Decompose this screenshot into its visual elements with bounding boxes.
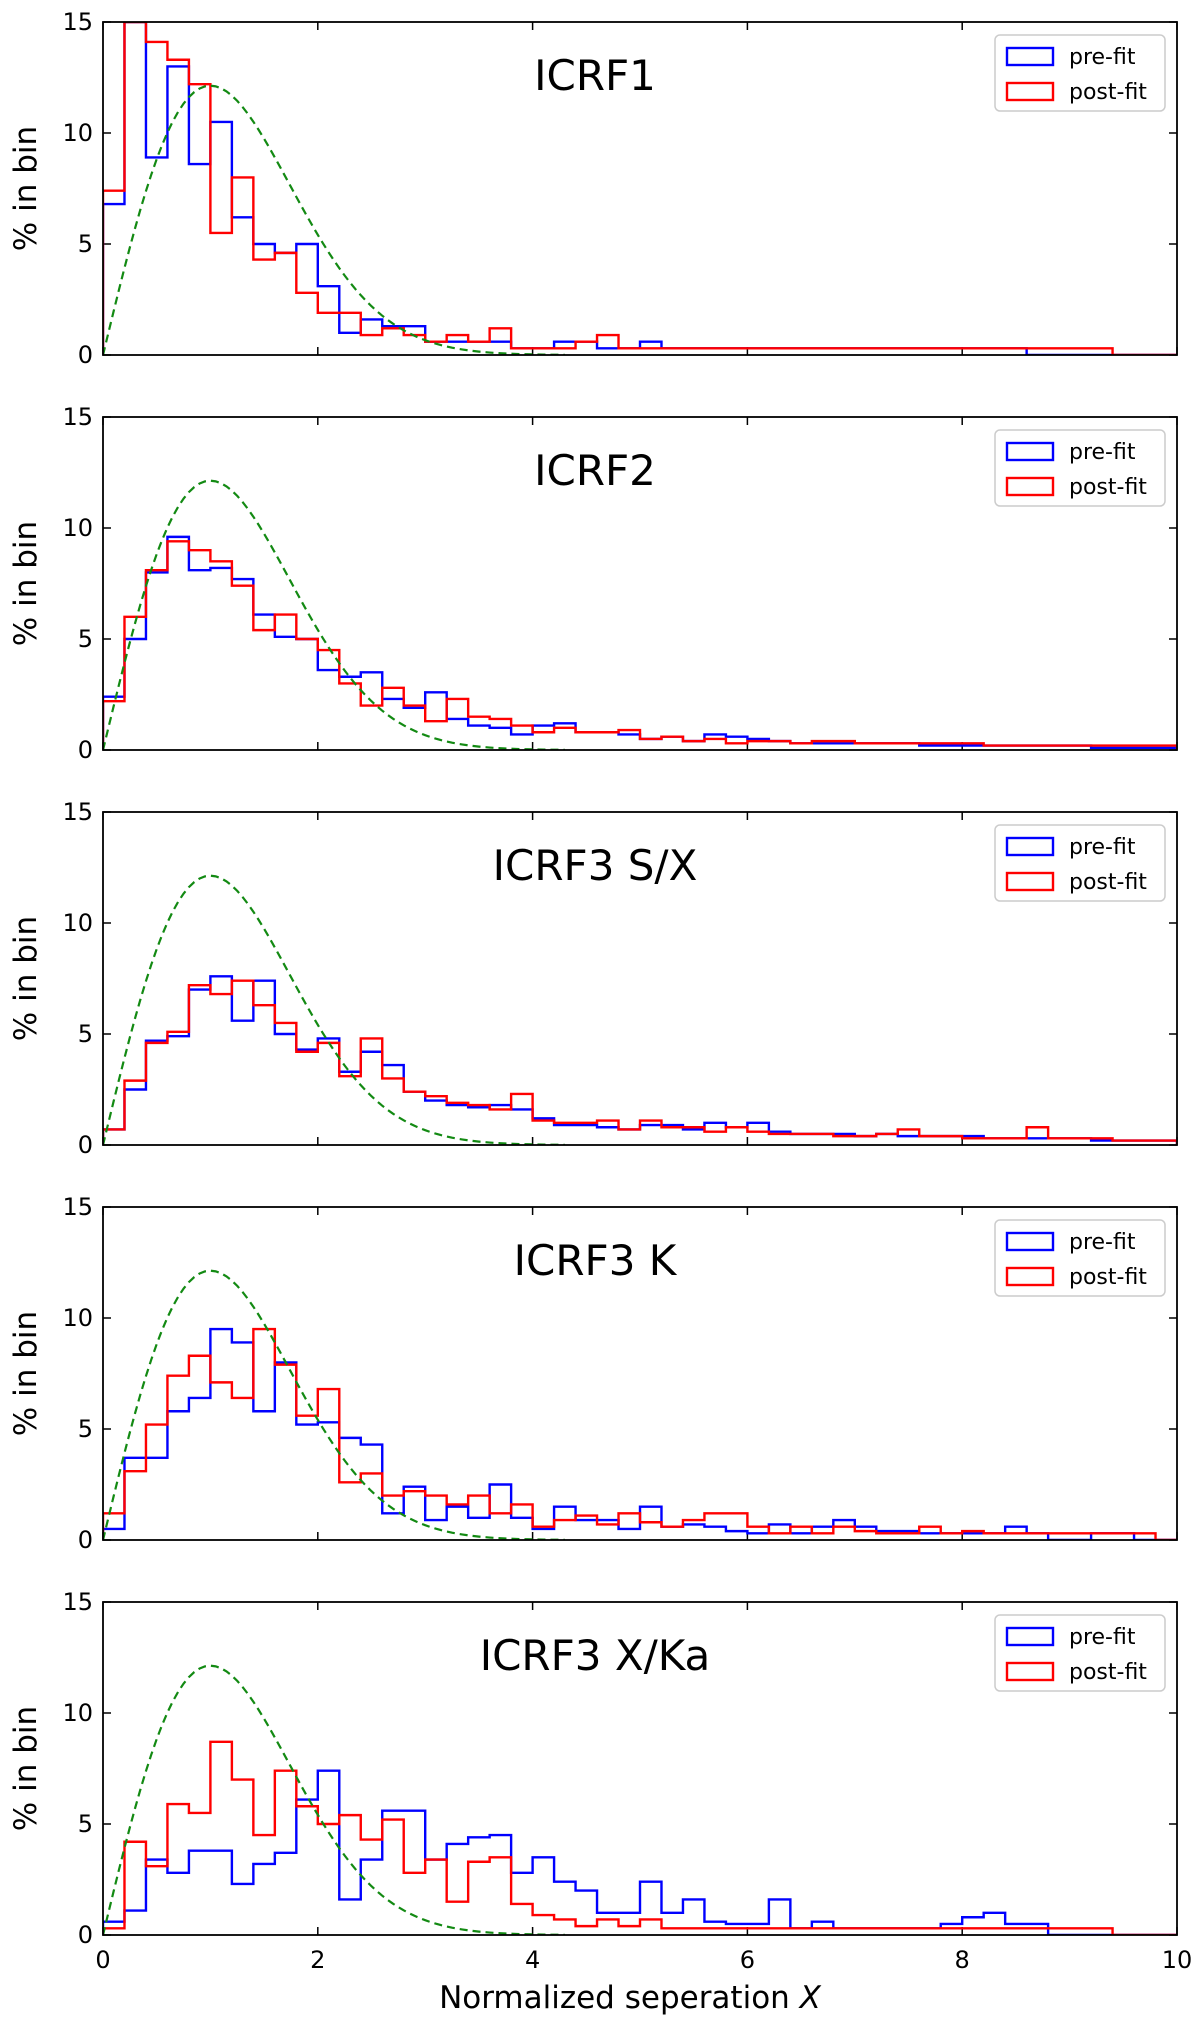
y-tick-label: 15 bbox=[62, 403, 93, 431]
legend-swatch-post-fit bbox=[1005, 476, 1055, 497]
legend-label-post-fit: post-fit bbox=[1069, 475, 1147, 500]
legend-label-pre-fit: pre-fit bbox=[1069, 440, 1136, 465]
x-axis-label-text: Normalized seperation bbox=[439, 1980, 790, 2016]
histogram-pre-fit bbox=[103, 1769, 1177, 1935]
y-tick-label: 5 bbox=[78, 230, 93, 258]
legend-swatch-pre-fit bbox=[1005, 46, 1055, 67]
y-tick-label: 0 bbox=[78, 1131, 93, 1159]
panel-title: ICRF3 S/X bbox=[493, 841, 698, 890]
legend-label-post-fit: post-fit bbox=[1069, 870, 1147, 895]
legend-swatch-pre-fit bbox=[1005, 836, 1055, 857]
plot-frame bbox=[102, 21, 1178, 356]
legend-swatch-pre-fit bbox=[1005, 1231, 1055, 1252]
plot-frame bbox=[102, 811, 1178, 1146]
legend-label-pre-fit: pre-fit bbox=[1069, 1625, 1136, 1650]
model-curve bbox=[103, 1269, 565, 1540]
y-axis-label: % in bin bbox=[8, 916, 44, 1041]
x-tick-label: 2 bbox=[310, 1946, 325, 1974]
x-tick-label: 10 bbox=[1162, 1946, 1193, 1974]
panel-title: ICRF1 bbox=[534, 51, 656, 100]
histogram-post-fit bbox=[103, 22, 1177, 355]
y-tick-label: 0 bbox=[78, 736, 93, 764]
y-tick-label: 15 bbox=[62, 8, 93, 36]
histogram-pre-fit bbox=[103, 1327, 1177, 1540]
y-tick-label: 0 bbox=[78, 1921, 93, 1949]
y-axis-label: % in bin bbox=[8, 1706, 44, 1831]
legend: pre-fit post-fit bbox=[994, 824, 1166, 902]
y-tick-label: 10 bbox=[62, 514, 93, 542]
legend-box bbox=[994, 429, 1166, 507]
x-tick-label: 4 bbox=[525, 1946, 540, 1974]
panel-title: ICRF3 X/Ka bbox=[480, 1631, 711, 1680]
y-tick-label: 5 bbox=[78, 1415, 93, 1443]
histogram-post-fit bbox=[103, 979, 1177, 1145]
legend-box bbox=[994, 824, 1166, 902]
legend: pre-fit post-fit bbox=[994, 1614, 1166, 1692]
legend-label-pre-fit: pre-fit bbox=[1069, 835, 1136, 860]
y-tick-label: 5 bbox=[78, 625, 93, 653]
panel-5: 0 5 10 15 0 2 4 6 8 10 % in bin ICRF3 X/Ka pre-fit po… bbox=[8, 1588, 1192, 1974]
plot-frame bbox=[102, 416, 1178, 751]
plot-area bbox=[103, 22, 1177, 355]
legend-swatch-post-fit bbox=[1005, 871, 1055, 892]
x-tick-label: 0 bbox=[95, 1946, 110, 1974]
legend-label-pre-fit: pre-fit bbox=[1069, 45, 1136, 70]
y-tick-label: 15 bbox=[62, 798, 93, 826]
panel-title: ICRF3 K bbox=[514, 1236, 678, 1285]
panel-title: ICRF2 bbox=[534, 446, 656, 495]
legend-label-post-fit: post-fit bbox=[1069, 1660, 1147, 1685]
histogram-pre-fit bbox=[103, 535, 1177, 750]
y-tick-label: 0 bbox=[78, 341, 93, 369]
model-curve bbox=[103, 479, 565, 750]
y-tick-label: 10 bbox=[62, 1699, 93, 1727]
legend: pre-fit post-fit bbox=[994, 1219, 1166, 1297]
histogram-post-fit bbox=[103, 1740, 1177, 1935]
histogram-post-fit bbox=[103, 1327, 1177, 1540]
legend-label-pre-fit: pre-fit bbox=[1069, 1230, 1136, 1255]
panel-3: 0 5 10 15 % in bin ICRF3 S/X pre-fit post-fit bbox=[8, 798, 1178, 1159]
model-curve bbox=[103, 1664, 565, 1935]
model-curve bbox=[103, 874, 565, 1145]
legend-label-post-fit: post-fit bbox=[1069, 80, 1147, 105]
x-tick-label: 8 bbox=[955, 1946, 970, 1974]
x-axis-label-variable: X bbox=[798, 1980, 822, 2016]
plot-area bbox=[103, 874, 1177, 1145]
plot-area bbox=[103, 1269, 1177, 1540]
legend-swatch-post-fit bbox=[1005, 81, 1055, 102]
panel-1: 0 5 10 15 % in bin ICRF1 pre-fit post-fit bbox=[8, 8, 1178, 369]
plot-area bbox=[103, 479, 1177, 750]
legend: pre-fit post-fit bbox=[994, 34, 1166, 112]
plot-frame bbox=[102, 1206, 1178, 1541]
legend-swatch-pre-fit bbox=[1005, 441, 1055, 462]
y-tick-label: 10 bbox=[62, 1304, 93, 1332]
y-tick-label: 5 bbox=[78, 1810, 93, 1838]
legend-box bbox=[994, 1614, 1166, 1692]
y-axis-label: % in bin bbox=[8, 1311, 44, 1436]
legend-label-post-fit: post-fit bbox=[1069, 1265, 1147, 1290]
model-curve bbox=[103, 84, 565, 355]
y-tick-label: 15 bbox=[62, 1193, 93, 1221]
panel-2: 0 5 10 15 % in bin ICRF2 pre-fit post-fit bbox=[8, 403, 1178, 764]
y-tick-label: 10 bbox=[62, 119, 93, 147]
y-tick-label: 15 bbox=[62, 1588, 93, 1616]
plot-area bbox=[103, 1664, 1177, 1935]
panel-4: 0 5 10 15 % in bin ICRF3 K pre-fit post-fit bbox=[8, 1193, 1178, 1554]
y-tick-label: 5 bbox=[78, 1020, 93, 1048]
legend-box bbox=[994, 34, 1166, 112]
x-axis-label: Normalized seperation X bbox=[439, 1980, 822, 2016]
legend-box bbox=[994, 1219, 1166, 1297]
y-tick-label: 10 bbox=[62, 909, 93, 937]
legend-swatch-post-fit bbox=[1005, 1661, 1055, 1682]
legend-swatch-pre-fit bbox=[1005, 1626, 1055, 1647]
legend: pre-fit post-fit bbox=[994, 429, 1166, 507]
y-axis-label: % in bin bbox=[8, 521, 44, 646]
x-tick-label: 6 bbox=[740, 1946, 755, 1974]
panels: 0 5 10 15 % in bin ICRF1 pre-fit post-fit 0 5 10 15… bbox=[8, 8, 1192, 1974]
histogram-post-fit bbox=[103, 540, 1177, 750]
plot-frame bbox=[102, 1601, 1178, 1936]
legend-swatch-post-fit bbox=[1005, 1266, 1055, 1287]
y-axis-label: % in bin bbox=[8, 126, 44, 251]
y-tick-label: 0 bbox=[78, 1526, 93, 1554]
